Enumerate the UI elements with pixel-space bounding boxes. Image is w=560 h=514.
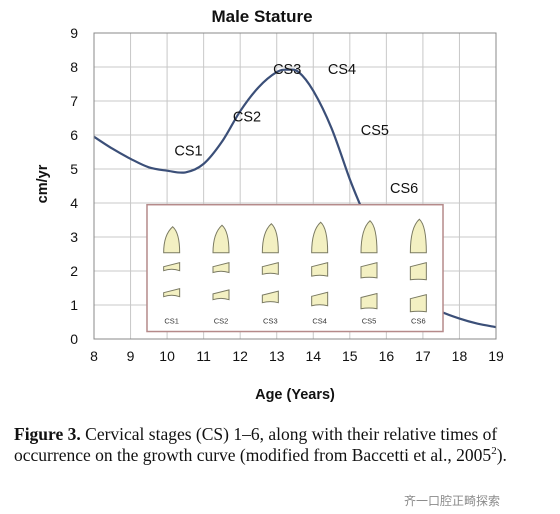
inset-stage-label: CS3 [263,317,278,326]
vertebra-column: CS5 [360,220,378,326]
caption-text: Cervical stages (CS) 1–6, along with the… [14,424,498,465]
x-tick-label: 19 [488,348,504,364]
x-tick-label: 14 [305,348,321,364]
cervical-body [360,292,378,310]
cervical-body [409,294,427,313]
cervical-body [311,291,329,307]
y-axis-label: cm/yr [35,164,51,203]
c2-vertebra [261,223,279,254]
plot-frame [93,32,497,340]
y-tick-label: 8 [70,59,78,75]
vertebrae-inset: CS1 CS2 CS3 CS4 CS5 CS6 [146,203,444,333]
inset-stage-label: CS4 [312,317,327,326]
c2-vertebra [163,226,181,254]
vertebra-column: CS4 [311,221,329,326]
y-tick-label: 2 [70,263,78,279]
growth-chart: Male Stature 8 9 10 11 12 13 14 15 16 17 18 1901234… [35,7,504,403]
y-tick-label: 9 [70,25,78,41]
y-tick-label: 0 [70,331,78,347]
x-tick-label: 9 [127,348,135,364]
stage-annotations: CS1 CS2 CS3 CS4 CS5 CS6 [174,62,418,197]
c2-vertebra [311,221,329,254]
vertebra-column: CS1 [163,226,181,326]
inset-stage-label: CS2 [214,317,229,326]
x-tick-label: 15 [342,348,358,364]
x-tick-label: 17 [415,348,431,364]
stage-annotation: CS5 [361,123,389,139]
stage-annotation: CS2 [233,109,261,125]
x-tick-label: 10 [159,348,175,364]
cervical-body [409,262,427,281]
stage-annotation: CS3 [273,62,301,78]
cervical-body [163,262,181,272]
vertebra-column: CS6 [409,218,427,326]
cervical-body [261,290,279,304]
caption-label: Figure 3. [14,424,81,444]
stage-annotation: CS1 [174,143,202,159]
cervical-body [261,262,279,275]
figure-caption: Figure 3. Cervical stages (CS) 1–6, alon… [14,424,554,466]
caption-superscript: 2 [491,445,497,458]
c2-vertebra [212,224,230,254]
watermark-text: 齐一口腔正畸探索 [404,494,501,508]
y-tick-label: 7 [70,93,78,109]
x-axis-label: Age (Years) [255,387,335,403]
x-tick-label: 18 [452,348,468,364]
y-tick-label: 6 [70,127,78,143]
inset-stage-label: CS5 [362,317,377,326]
x-tick-label: 12 [232,348,248,364]
c2-vertebra [409,218,427,254]
chart-title: Male Stature [211,7,312,26]
y-tick-label: 4 [70,195,78,211]
x-tick-label: 16 [379,348,395,364]
inset-panel [146,203,444,333]
inset-stage-label: CS6 [411,317,426,326]
y-tick-label: 3 [70,229,78,245]
c2-vertebra [360,220,378,254]
x-tick-label: 11 [196,348,211,364]
x-tick-label: 13 [269,348,285,364]
y-tick-label: 5 [70,161,78,177]
y-tick-label: 1 [70,297,78,313]
caption-end: ). [496,445,507,465]
stage-annotation: CS6 [390,181,418,197]
cervical-body [212,289,230,301]
cervical-body [163,288,181,298]
cervical-body [360,262,378,279]
vertebra-column: CS2 [212,224,230,326]
inset-stage-label: CS1 [164,317,179,326]
stage-annotation: CS4 [328,62,356,78]
cervical-body [212,262,230,274]
x-tick-label: 8 [90,348,98,364]
cervical-body [311,262,329,277]
vertebra-column: CS3 [261,223,279,326]
